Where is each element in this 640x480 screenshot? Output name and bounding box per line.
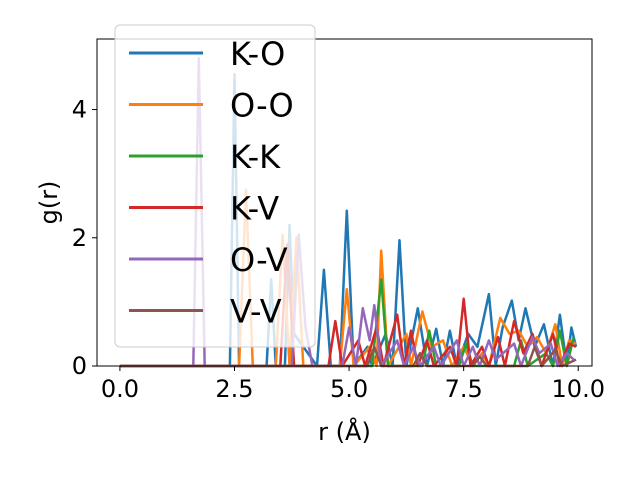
ticks-layer: 0.0 2.5 5.0 7.5 10.0 0 2 4 bbox=[72, 96, 605, 403]
x-tick-label: 7.5 bbox=[445, 375, 483, 403]
legend-label-O-O: O-O bbox=[230, 87, 294, 125]
legend: K-O O-O K-K K-V O-V V-V bbox=[114, 24, 316, 348]
x-tick-label: 0.0 bbox=[101, 375, 139, 403]
x-tick-label: 2.5 bbox=[215, 375, 253, 403]
legend-label-K-K: K-K bbox=[230, 138, 281, 176]
legend-label-K-V: K-V bbox=[230, 190, 279, 228]
y-axis-label: g(r) bbox=[35, 181, 63, 225]
legend-label-V-V: V-V bbox=[230, 293, 282, 331]
legend-box bbox=[114, 24, 316, 348]
y-tick-label: 2 bbox=[72, 224, 87, 252]
x-tick-label: 5.0 bbox=[330, 375, 368, 403]
x-axis-label: r (Å) bbox=[318, 417, 371, 446]
plot-frame bbox=[96, 38, 593, 367]
x-tick-label: 10.0 bbox=[552, 375, 605, 403]
y-tick-label: 4 bbox=[72, 96, 87, 124]
legend-label-K-O: K-O bbox=[230, 35, 285, 73]
y-tick-label: 0 bbox=[72, 352, 87, 380]
legend-label-O-V: O-V bbox=[230, 241, 288, 279]
series-line-V-V bbox=[119, 345, 577, 368]
